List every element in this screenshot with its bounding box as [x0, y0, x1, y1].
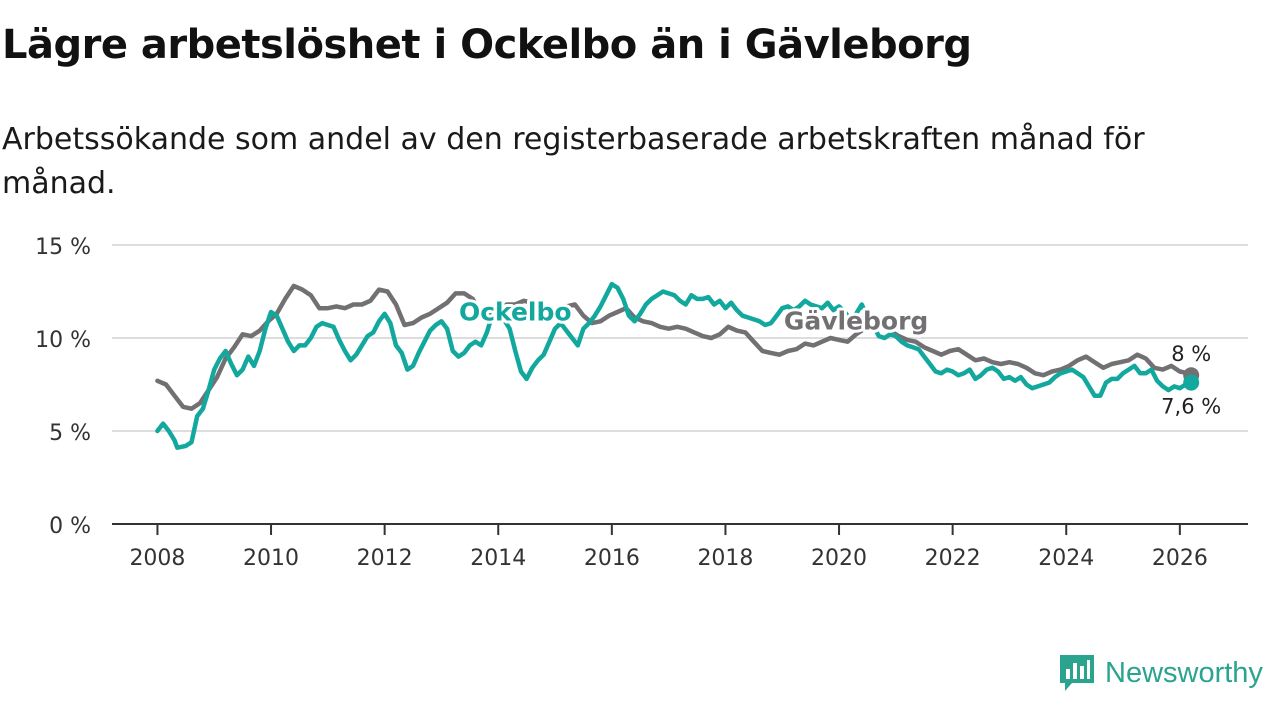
x-tick-label: 2018 — [697, 546, 753, 571]
end-point-ockelbo — [1183, 374, 1200, 391]
series-labels: Ockelbo Gävleborg 8 % 7,6 % — [456, 294, 1224, 421]
chart-title: Lägre arbetslöshet i Ockelbo än i Gävleb… — [2, 22, 972, 68]
x-tick-label: 2020 — [811, 546, 867, 571]
y-tick-label: 10 % — [35, 328, 91, 353]
y-tick-label: 0 % — [49, 514, 91, 539]
x-tick-label: 2008 — [129, 546, 185, 571]
grid-lines — [112, 244, 1248, 432]
newsworthy-logo: Newsworthy — [1058, 653, 1263, 693]
x-tick-label: 2022 — [925, 546, 981, 571]
x-tick-label: 2014 — [470, 546, 526, 571]
x-tick-label: 2016 — [584, 546, 640, 571]
y-tick-label: 15 % — [35, 235, 91, 260]
series-line-gavleborg — [155, 283, 1194, 411]
x-tick-label: 2010 — [243, 546, 299, 571]
series-lines — [155, 281, 1194, 450]
y-tick-label: 5 % — [49, 421, 91, 446]
end-value-label-gavleborg: 8 % — [1171, 342, 1211, 366]
x-tick-label: 2012 — [357, 546, 413, 571]
series-line-ockelbo — [155, 281, 1194, 450]
chart-subtitle: Arbetssökande som andel av den registerb… — [2, 122, 1145, 201]
series-name-label-gavleborg: Gävleborg — [784, 307, 929, 336]
series-name-label-ockelbo: Ockelbo — [459, 297, 572, 326]
x-tick-label: 2024 — [1038, 546, 1094, 571]
end-value-label-ockelbo: 7,6 % — [1161, 395, 1221, 419]
newsworthy-chart-logo-icon — [1060, 655, 1094, 691]
x-tick-label: 2026 — [1152, 546, 1208, 571]
brand-name: Newsworthy — [1105, 656, 1263, 689]
axes: 0 % 5 % 10 % 15 % 2008 2010 2012 2014 2016 2018 20… — [35, 235, 1248, 571]
